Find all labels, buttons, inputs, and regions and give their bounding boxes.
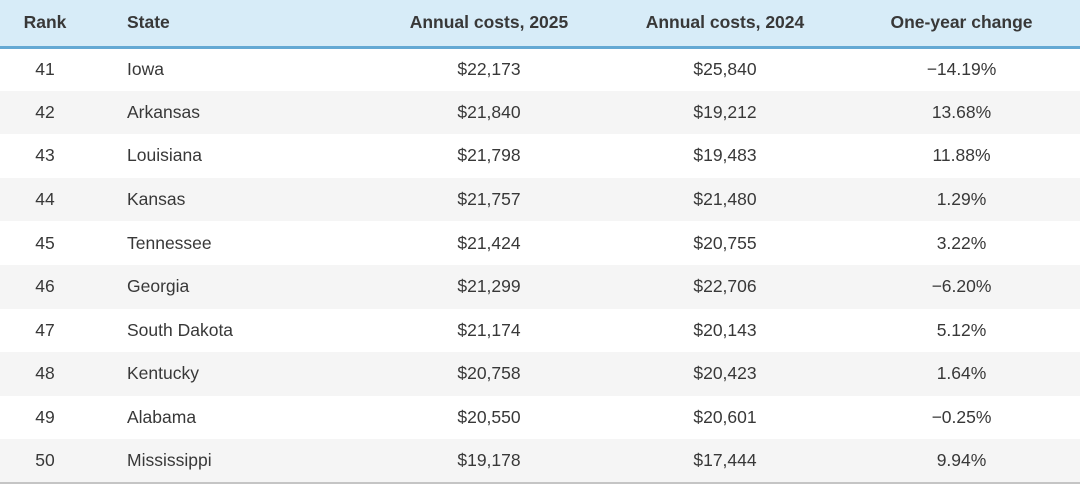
table-row: 48 Kentucky $20,758 $20,423 1.64% — [0, 352, 1080, 396]
state-cell: South Dakota — [127, 319, 234, 340]
cost-2025-cell: $21,798 — [457, 145, 521, 166]
rank-cell: 44 — [35, 189, 55, 210]
cost-2025-cell: $20,550 — [457, 407, 521, 428]
change-cell: −6.20% — [931, 276, 992, 297]
cost-2024-cell: $20,755 — [693, 232, 757, 253]
cost-2024-cell: $21,480 — [693, 189, 757, 210]
table-row: 49 Alabama $20,550 $20,601 −0.25% — [0, 396, 1080, 440]
state-cell: Iowa — [127, 59, 164, 80]
cost-2025-cell: $21,174 — [457, 319, 521, 340]
cost-2024-cell: $20,143 — [693, 319, 757, 340]
change-cell: 9.94% — [936, 450, 987, 471]
rank-cell: 47 — [35, 319, 55, 340]
rank-cell: 49 — [35, 407, 55, 428]
state-cell: Kentucky — [127, 363, 199, 384]
cost-2024-cell: $19,483 — [693, 145, 757, 166]
rank-cell: 46 — [35, 276, 55, 297]
state-cell: Mississippi — [127, 450, 212, 471]
cost-2024-cell: $19,212 — [693, 101, 757, 122]
cost-2025-cell: $21,757 — [457, 189, 521, 210]
header-row: Rank State Annual costs, 2025 Annual cos… — [0, 0, 1080, 49]
state-cell: Louisiana — [127, 145, 202, 166]
column-header-rank: Rank — [0, 0, 90, 49]
cost-2024-cell: $25,840 — [693, 59, 757, 80]
table-row: 46 Georgia $21,299 $22,706 −6.20% — [0, 264, 1080, 309]
table-header: Rank State Annual costs, 2025 Annual cos… — [0, 0, 1080, 49]
rank-cell: 42 — [35, 101, 55, 122]
change-cell: −14.19% — [926, 59, 997, 80]
change-cell: 3.22% — [936, 232, 987, 253]
table-row: 45 Tennessee $21,424 $20,755 3.22% — [0, 221, 1080, 265]
cost-2025-cell: $19,178 — [457, 450, 521, 471]
cost-2024-cell: $17,444 — [693, 450, 757, 471]
state-cell: Kansas — [127, 189, 186, 210]
table-row: 44 Kansas $21,757 $21,480 1.29% — [0, 177, 1080, 222]
change-cell: 5.12% — [936, 319, 987, 340]
column-header-state: State — [90, 0, 371, 49]
cost-2024-cell: $20,601 — [693, 407, 757, 428]
table-row: 42 Arkansas $21,840 $19,212 13.68% — [0, 90, 1080, 135]
cost-2025-cell: $22,173 — [457, 59, 521, 80]
state-cell: Arkansas — [127, 101, 200, 122]
rank-cell: 48 — [35, 363, 55, 384]
rank-cell: 50 — [35, 450, 55, 471]
change-cell: 1.29% — [936, 189, 987, 210]
rank-cell: 43 — [35, 145, 55, 166]
state-cell: Alabama — [127, 407, 197, 428]
change-cell: 13.68% — [931, 101, 992, 122]
table-row: 47 South Dakota $21,174 $20,143 5.12% — [0, 309, 1080, 353]
rank-cell: 41 — [35, 59, 55, 80]
change-cell: 11.88% — [932, 145, 991, 166]
cost-2024-cell: $20,423 — [693, 363, 757, 384]
state-cell: Tennessee — [127, 232, 212, 253]
change-cell: −0.25% — [931, 407, 992, 428]
cost-2024-cell: $22,706 — [693, 276, 757, 297]
table-body: 41 Iowa $22,173 $25,840 −14.19% 42 Arkan… — [0, 47, 1080, 483]
change-cell: 1.64% — [936, 363, 987, 384]
cost-2025-cell: $20,758 — [457, 363, 521, 384]
cost-2025-cell: $21,840 — [457, 101, 521, 122]
cost-2025-cell: $21,299 — [457, 276, 521, 297]
rank-cell: 45 — [35, 232, 55, 253]
state-cell: Georgia — [127, 276, 190, 297]
column-header-change: One-year change — [843, 0, 1080, 49]
column-header-costs-2025: Annual costs, 2025 — [371, 0, 607, 49]
table-row: 41 Iowa $22,173 $25,840 −14.19% — [0, 47, 1080, 91]
table-row: 50 Mississippi $19,178 $17,444 9.94% — [0, 439, 1080, 483]
cost-2025-cell: $21,424 — [457, 232, 521, 253]
table-row: 43 Louisiana $21,798 $19,483 11.88% — [0, 134, 1080, 178]
column-header-costs-2024: Annual costs, 2024 — [607, 0, 843, 49]
